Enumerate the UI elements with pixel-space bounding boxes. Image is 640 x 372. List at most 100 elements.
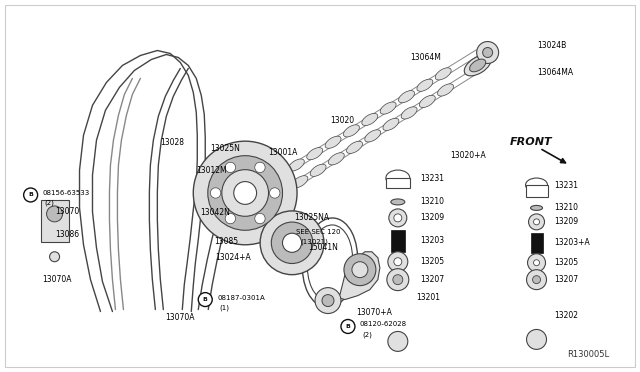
Bar — [40, 200, 68, 242]
Ellipse shape — [380, 102, 396, 114]
Ellipse shape — [464, 55, 491, 76]
Text: 13207: 13207 — [554, 275, 579, 284]
Text: 13024B: 13024B — [538, 41, 567, 50]
Circle shape — [271, 222, 313, 263]
Text: FRONT: FRONT — [509, 137, 552, 147]
Text: 13025NA: 13025NA — [294, 214, 329, 222]
Text: 13209: 13209 — [420, 214, 444, 222]
Circle shape — [255, 214, 265, 224]
Circle shape — [527, 254, 545, 272]
Text: 13085: 13085 — [214, 237, 238, 246]
Circle shape — [234, 182, 257, 204]
Circle shape — [344, 254, 376, 286]
Ellipse shape — [383, 118, 399, 131]
Ellipse shape — [347, 141, 362, 154]
Circle shape — [282, 233, 301, 252]
Ellipse shape — [252, 182, 268, 194]
Circle shape — [322, 295, 334, 307]
Text: 13205: 13205 — [554, 258, 579, 267]
Circle shape — [388, 331, 408, 352]
Circle shape — [394, 258, 402, 266]
Text: 13070A: 13070A — [165, 313, 195, 322]
Ellipse shape — [292, 176, 308, 188]
Circle shape — [225, 162, 236, 173]
Circle shape — [534, 260, 540, 266]
Ellipse shape — [531, 205, 543, 211]
Circle shape — [527, 330, 547, 349]
Text: 08156-63533: 08156-63533 — [43, 190, 90, 196]
Text: (13021): (13021) — [300, 238, 328, 245]
Text: SEE SEC 120: SEE SEC 120 — [296, 229, 340, 235]
Text: 13012M: 13012M — [196, 166, 227, 174]
Text: 13064MA: 13064MA — [538, 68, 573, 77]
Ellipse shape — [307, 148, 323, 160]
Text: 13070+A: 13070+A — [356, 308, 392, 317]
Ellipse shape — [344, 125, 360, 137]
Text: 15041N: 15041N — [308, 243, 338, 252]
Text: 08187-0301A: 08187-0301A — [217, 295, 265, 301]
Text: B: B — [28, 192, 33, 198]
Circle shape — [222, 170, 269, 216]
Bar — [531, 233, 543, 253]
Circle shape — [255, 162, 265, 173]
Text: 13028: 13028 — [161, 138, 184, 147]
Ellipse shape — [525, 178, 547, 192]
Ellipse shape — [399, 91, 415, 103]
Text: 13202: 13202 — [554, 311, 579, 320]
Circle shape — [393, 275, 403, 285]
Ellipse shape — [435, 68, 451, 80]
Ellipse shape — [365, 130, 381, 142]
Ellipse shape — [289, 159, 305, 171]
Text: 13209: 13209 — [554, 217, 579, 227]
Circle shape — [341, 320, 355, 333]
Text: 13070: 13070 — [56, 208, 80, 217]
Circle shape — [527, 270, 547, 290]
Ellipse shape — [470, 59, 486, 72]
Text: 13086: 13086 — [56, 230, 80, 239]
Circle shape — [269, 188, 280, 198]
Text: 13203+A: 13203+A — [554, 238, 590, 247]
Text: 13201: 13201 — [416, 293, 440, 302]
Ellipse shape — [386, 170, 410, 186]
Circle shape — [225, 214, 236, 224]
Circle shape — [198, 293, 212, 307]
Circle shape — [534, 219, 540, 225]
Text: 13020+A: 13020+A — [450, 151, 486, 160]
Circle shape — [212, 172, 228, 188]
Circle shape — [532, 276, 541, 283]
Circle shape — [208, 155, 282, 230]
Circle shape — [388, 252, 408, 272]
Text: 13231: 13231 — [420, 173, 444, 183]
Text: B: B — [203, 297, 208, 302]
Text: 13064M: 13064M — [410, 53, 441, 62]
Circle shape — [389, 209, 407, 227]
Bar — [386, 178, 410, 188]
Ellipse shape — [391, 199, 405, 205]
Circle shape — [483, 48, 493, 58]
Ellipse shape — [417, 79, 433, 92]
Ellipse shape — [362, 113, 378, 125]
Circle shape — [47, 206, 63, 222]
Text: R130005L: R130005L — [567, 350, 609, 359]
Ellipse shape — [274, 187, 290, 199]
Ellipse shape — [255, 199, 271, 211]
Circle shape — [394, 214, 402, 222]
Text: (1): (1) — [220, 304, 229, 311]
Circle shape — [49, 252, 60, 262]
Bar — [391, 230, 405, 252]
Circle shape — [24, 188, 38, 202]
Text: 13231: 13231 — [554, 180, 579, 189]
Ellipse shape — [419, 95, 435, 108]
Polygon shape — [335, 252, 380, 299]
Ellipse shape — [438, 84, 454, 96]
Text: 13210: 13210 — [420, 198, 444, 206]
Circle shape — [193, 141, 297, 245]
Ellipse shape — [270, 170, 286, 183]
Text: 13070A: 13070A — [43, 275, 72, 284]
Text: 13001A: 13001A — [268, 148, 298, 157]
Text: B: B — [346, 324, 350, 329]
Circle shape — [352, 262, 368, 278]
Ellipse shape — [307, 225, 353, 301]
Text: (2): (2) — [362, 331, 372, 338]
Circle shape — [387, 269, 409, 291]
